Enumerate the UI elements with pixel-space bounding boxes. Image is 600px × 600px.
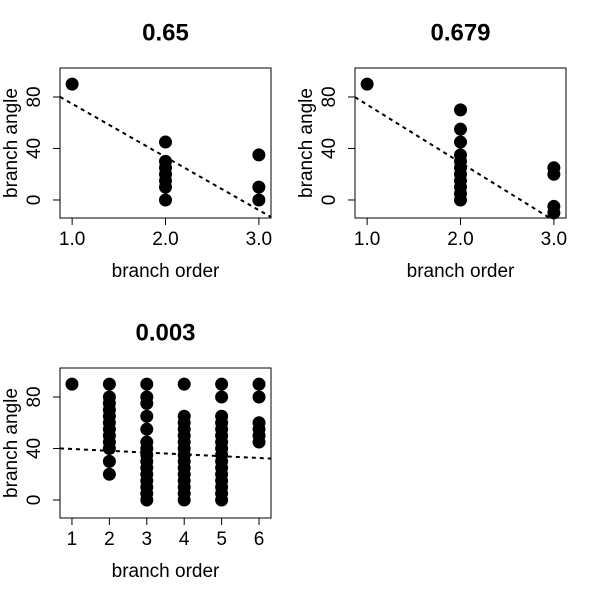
x-tick-label: 1.0 <box>354 229 380 250</box>
y-tick-label: 0 <box>319 195 340 206</box>
regression-line <box>355 96 552 218</box>
point <box>65 377 79 391</box>
y-tick-label: 80 <box>24 86 45 107</box>
point <box>547 167 561 181</box>
x-tick-label: 2.0 <box>447 229 473 250</box>
x-tick-label: 2.0 <box>152 229 178 250</box>
panel: 0.65 1.0 2.0 3.0 0 40 80 branch order branch ang… <box>1 19 272 282</box>
point <box>215 390 229 404</box>
point <box>252 435 266 449</box>
point <box>102 454 116 468</box>
y-tick-label: 0 <box>24 195 45 206</box>
y-tick-label: 40 <box>24 138 45 159</box>
point <box>140 396 154 410</box>
x-tick-label: 2 <box>104 529 115 550</box>
x-tick-label: 4 <box>179 529 190 550</box>
point <box>140 409 154 423</box>
x-tick-label: 3.0 <box>541 229 567 250</box>
point <box>215 493 229 507</box>
x-tick-label: 3 <box>142 529 153 550</box>
panel-title: 0.003 <box>135 319 195 346</box>
point <box>252 193 266 207</box>
point <box>252 180 266 194</box>
y-axis-label: branch angle <box>1 388 22 498</box>
point <box>177 377 191 391</box>
point <box>215 377 229 391</box>
panel: 0.679 1.0 2.0 3.0 0 40 80 branch order branch an… <box>296 19 567 282</box>
y-axis-label: branch angle <box>1 88 22 198</box>
point <box>454 193 467 207</box>
point <box>177 493 191 507</box>
point <box>65 77 79 91</box>
y-tick-label: 80 <box>319 86 340 107</box>
panel: 0.003 1 2 3 4 5 6 0 40 80 branch order branch angle <box>1 319 272 582</box>
point <box>140 422 154 436</box>
point <box>159 180 172 194</box>
point <box>454 103 467 117</box>
point <box>159 135 172 149</box>
plot-box <box>59 367 272 519</box>
point <box>102 441 116 455</box>
regression-line <box>60 96 271 218</box>
x-axis-label: branch order <box>112 261 220 282</box>
point <box>454 122 467 136</box>
y-tick-label: 40 <box>319 138 340 159</box>
x-axis-label: branch order <box>112 561 220 582</box>
point <box>547 206 561 220</box>
point <box>360 77 374 91</box>
point <box>159 193 172 207</box>
point <box>140 493 154 507</box>
point <box>252 148 266 162</box>
x-tick-label: 1.0 <box>59 229 85 250</box>
panel-title: 0.65 <box>142 19 189 46</box>
x-tick-label: 1 <box>67 529 78 550</box>
x-tick-label: 3.0 <box>246 229 272 250</box>
y-tick-label: 80 <box>24 386 45 407</box>
y-tick-label: 40 <box>24 438 45 459</box>
panel-title: 0.679 <box>430 19 490 46</box>
point <box>102 467 116 481</box>
point <box>454 135 467 149</box>
y-tick-label: 0 <box>24 495 45 506</box>
regression-line <box>60 447 271 460</box>
x-axis-label: branch order <box>407 261 515 282</box>
x-tick-label: 6 <box>254 529 265 550</box>
y-axis-label: branch angle <box>296 88 317 198</box>
x-tick-label: 5 <box>216 529 227 550</box>
point <box>252 377 266 391</box>
point <box>252 390 266 404</box>
point <box>140 377 154 391</box>
point <box>102 377 116 391</box>
